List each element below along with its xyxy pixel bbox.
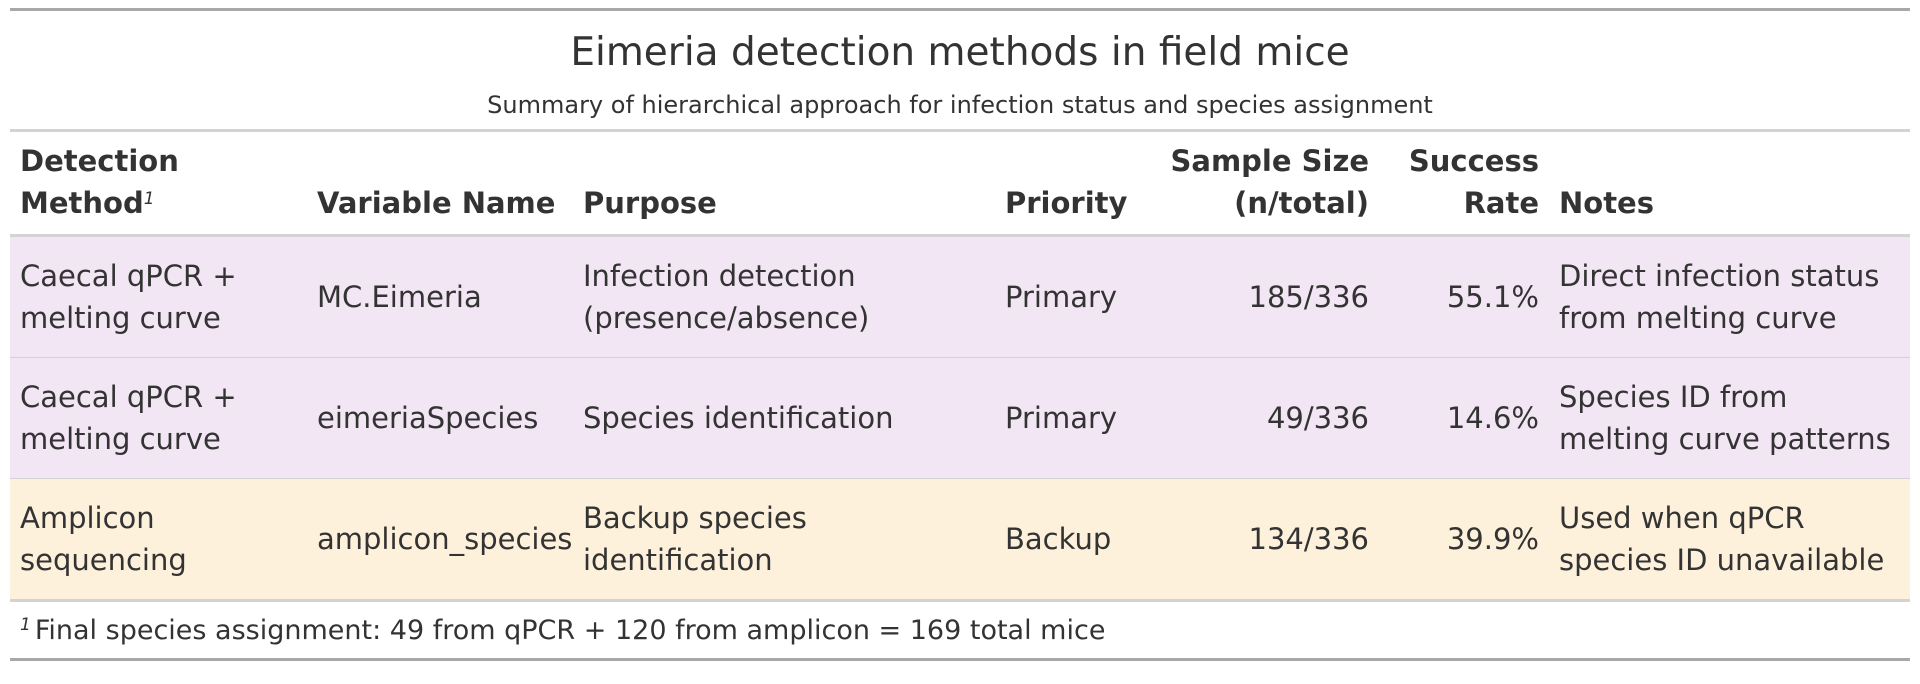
- footnote-text: Final species assignment: 49 from qPCR +…: [34, 615, 1106, 646]
- cell-notes: Used when qPCR species ID unavailable: [1559, 501, 1885, 577]
- cell-variable: eimeriaSpecies: [317, 401, 539, 435]
- table-row: Amplicon sequencing amplicon_species Bac…: [10, 478, 1910, 601]
- cell-method: Caecal qPCR + melting curve: [20, 259, 237, 335]
- table-title: Eimeria detection methods in field mice: [570, 30, 1350, 75]
- cell-priority: Backup: [1005, 522, 1112, 556]
- column-header-notes: Notes: [1559, 186, 1654, 220]
- cell-priority: Primary: [1005, 280, 1118, 314]
- column-header-method: Detection Method1: [10, 132, 307, 236]
- cell-success-rate: 39.9%: [1446, 522, 1539, 556]
- column-header-success-rate: Success Rate: [1408, 144, 1539, 220]
- cell-sample-size: 134/336: [1248, 522, 1369, 556]
- column-header-purpose: Purpose: [583, 186, 717, 220]
- table-subtitle: Summary of hierarchical approach for inf…: [487, 91, 1433, 119]
- cell-method: Caecal qPCR + melting curve: [20, 380, 237, 456]
- heading-rule: [10, 129, 1910, 132]
- cell-purpose: Infection detection (presence/absence): [583, 259, 870, 335]
- cell-sample-size: 49/336: [1266, 401, 1369, 435]
- cell-sample-size: 185/336: [1248, 280, 1369, 314]
- cell-purpose: Backup species identification: [583, 501, 807, 577]
- table-row: Caecal qPCR + melting curve eimeriaSpeci…: [10, 357, 1910, 479]
- column-header-variable: Variable Name: [317, 186, 556, 220]
- cell-purpose: Species identification: [583, 401, 894, 435]
- table-row: Caecal qPCR + melting curve MC.Eimeria I…: [10, 235, 1910, 358]
- bottom-rule: [10, 658, 1910, 661]
- detection-methods-table: Detection Method1 Variable Name Purpose …: [10, 132, 1910, 602]
- cell-notes: Species ID from melting curve patterns: [1559, 380, 1891, 456]
- cell-notes: Direct infection status from melting cur…: [1559, 259, 1880, 335]
- cell-success-rate: 14.6%: [1446, 401, 1539, 435]
- footnote-marker: 1: [143, 189, 155, 209]
- cell-success-rate: 55.1%: [1446, 280, 1539, 314]
- column-header-sample-size: Sample Size (n/total): [1170, 144, 1369, 220]
- header-row: Detection Method1 Variable Name Purpose …: [10, 132, 1910, 236]
- cell-priority: Primary: [1005, 401, 1118, 435]
- column-header-priority: Priority: [1005, 186, 1128, 220]
- footnote-mark: 1: [20, 615, 31, 635]
- cell-variable: MC.Eimeria: [317, 280, 482, 314]
- top-rule: [10, 8, 1910, 11]
- column-header-method-label: Detection Method: [20, 144, 179, 220]
- summary-table-container: Eimeria detection methods in field mice …: [10, 8, 1910, 661]
- cell-method: Amplicon sequencing: [20, 501, 187, 577]
- cell-variable: amplicon_species: [317, 522, 573, 556]
- table-footnote: 1 Final species assignment: 49 from qPCR …: [10, 602, 1910, 658]
